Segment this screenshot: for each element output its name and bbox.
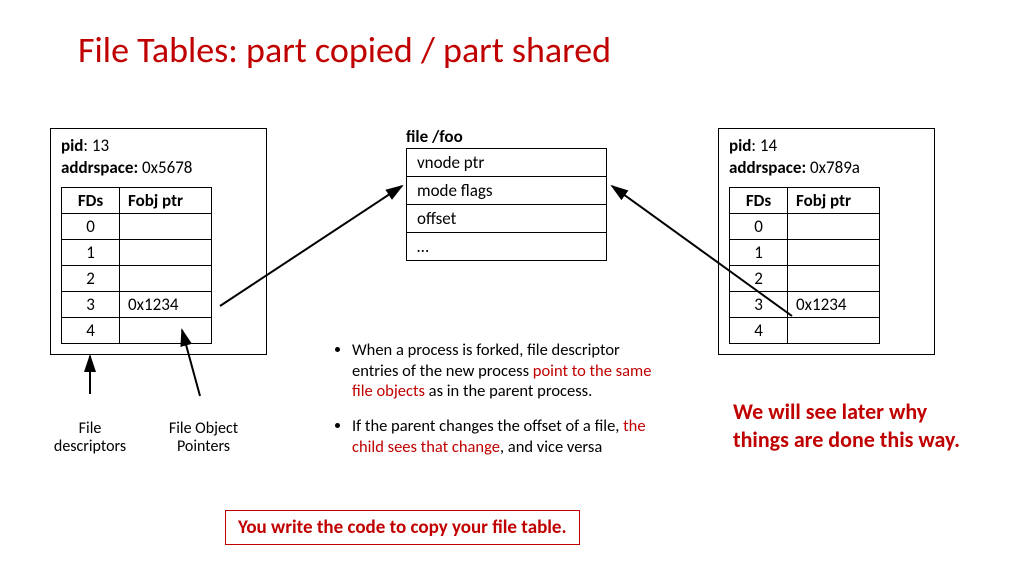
proc-right-header: pid: 14 addrspace: 0x789a	[729, 135, 924, 179]
fd-table-right: FDsFobj ptr 0 1 2 30x1234 4	[729, 187, 880, 344]
process-box-left: pid: 13 addrspace: 0x5678 FDsFobj ptr 0 …	[50, 128, 267, 355]
process-box-right: pid: 14 addrspace: 0x789a FDsFobj ptr 0 …	[718, 128, 935, 355]
side-note: We will see later why things are done th…	[733, 398, 963, 453]
table-row: 1	[730, 240, 880, 266]
table-row: 30x1234	[62, 292, 212, 318]
caption-file-object-pointers: File Object Pointers	[156, 420, 251, 457]
proc-left-header: pid: 13 addrspace: 0x5678	[61, 135, 256, 179]
file-object-table: vnode ptr mode flags offset …	[406, 148, 607, 261]
bottom-callout: You write the code to copy your file tab…	[225, 510, 580, 545]
table-row: 2	[730, 266, 880, 292]
table-row: 4	[62, 318, 212, 344]
table-row: vnode ptr	[407, 149, 607, 177]
fd-table-left: FDsFobj ptr 0 1 2 30x1234 4	[61, 187, 212, 344]
caption-file-descriptors: File descriptors	[50, 420, 130, 457]
table-row: 0	[62, 214, 212, 240]
table-row: 30x1234	[730, 292, 880, 318]
table-row: 4	[730, 318, 880, 344]
bullet-item: When a process is forked, file descripto…	[352, 340, 660, 402]
file-label: file /foo	[406, 126, 463, 147]
table-row: 0	[730, 214, 880, 240]
bullet-list: When a process is forked, file descripto…	[330, 340, 660, 471]
slide-title: File Tables: part copied / part shared	[78, 28, 611, 72]
table-row: 2	[62, 266, 212, 292]
table-row: …	[407, 233, 607, 261]
table-row: 1	[62, 240, 212, 266]
bullet-item: If the parent changes the offset of a fi…	[352, 416, 660, 457]
table-row: offset	[407, 205, 607, 233]
table-row: mode flags	[407, 177, 607, 205]
